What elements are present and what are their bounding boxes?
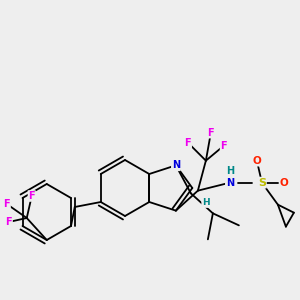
Text: H: H <box>202 198 210 207</box>
Text: N: N <box>172 160 180 170</box>
Text: F: F <box>5 217 12 227</box>
Text: H: H <box>226 166 234 176</box>
Text: O: O <box>280 178 288 188</box>
Text: N: N <box>226 178 234 188</box>
Text: O: O <box>253 156 261 166</box>
Text: F: F <box>28 191 35 201</box>
Text: F: F <box>3 199 10 209</box>
Text: F: F <box>220 141 227 151</box>
Text: F: F <box>208 128 214 138</box>
Text: F: F <box>184 138 191 148</box>
Text: S: S <box>258 178 266 188</box>
